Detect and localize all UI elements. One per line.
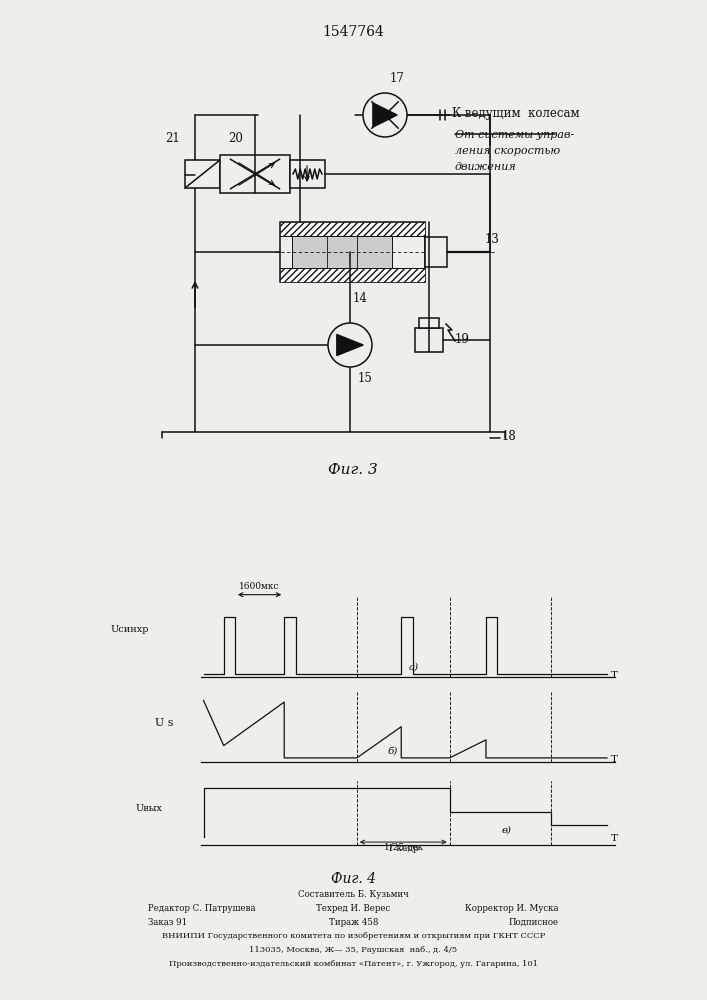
Text: Заказ 91: Заказ 91 [148, 918, 188, 927]
Bar [419, 318, 439, 328]
Text: К ведущим  колесам: К ведущим колесам [452, 106, 580, 119]
Bar [425, 237, 447, 267]
Text: T: T [611, 834, 618, 843]
Y-axis label: U s: U s [156, 718, 174, 728]
Bar [290, 160, 325, 188]
Text: Производственно-издательский комбинат «Патент», г. Ужгород, ул. Гагарина, 101: Производственно-издательский комбинат «П… [169, 960, 538, 968]
Text: Составитель Б. Кузьмич: Составитель Б. Кузьмич [298, 890, 409, 899]
Bar [280, 222, 425, 282]
Text: Фиг. 4: Фиг. 4 [331, 872, 376, 886]
Text: 21: 21 [165, 132, 180, 145]
Bar [280, 222, 425, 236]
Text: 1547764: 1547764 [322, 25, 384, 39]
Circle shape [328, 323, 372, 367]
Bar [292, 236, 392, 268]
Text: 19: 19 [455, 333, 470, 346]
Text: движения: движения [455, 162, 517, 172]
Text: б): б) [388, 746, 398, 755]
Bar [415, 328, 443, 352]
Text: 113035, Москва, Ж— 35, Раушская  наб., д. 4/5: 113035, Москва, Ж— 35, Раушская наб., д.… [250, 946, 457, 954]
Text: 1600мкс: 1600мкс [240, 582, 280, 591]
Text: 14: 14 [352, 292, 367, 305]
Text: Редактор С. Патрушева: Редактор С. Патрушева [148, 904, 256, 913]
Text: 20: 20 [228, 132, 243, 145]
Text: 15: 15 [358, 372, 373, 385]
Bar [185, 160, 220, 188]
Text: Техред И. Верес: Техред И. Верес [316, 904, 391, 913]
Text: 18: 18 [502, 430, 517, 442]
Polygon shape [373, 103, 397, 127]
Text: ВНИИПИ Государственного комитета по изобретениям и открытиям при ГКНТ СССР: ВНИИПИ Государственного комитета по изоб… [162, 932, 545, 940]
Text: а): а) [408, 663, 419, 672]
Text: T: T [611, 755, 618, 764]
Polygon shape [337, 334, 363, 356]
Text: Тираж 458: Тираж 458 [329, 918, 378, 927]
Text: 1/25 сек: 1/25 сек [384, 842, 423, 851]
Circle shape [363, 93, 407, 137]
Text: Корректор И. Муска: Корректор И. Муска [465, 904, 559, 913]
Y-axis label: Uвых: Uвых [136, 804, 163, 813]
Text: Фиг. 3: Фиг. 3 [328, 463, 378, 477]
Text: в): в) [501, 826, 511, 835]
Text: 1 кадр: 1 кадр [388, 844, 419, 853]
Bar [220, 155, 290, 193]
Bar [280, 268, 425, 282]
Text: От системы управ-: От системы управ- [455, 130, 574, 140]
Text: T: T [611, 671, 618, 680]
Text: 13: 13 [485, 233, 500, 246]
Text: ления скоростью: ления скоростью [455, 146, 560, 156]
Text: Подписное: Подписное [508, 918, 559, 927]
Text: 17: 17 [390, 72, 405, 85]
Y-axis label: Uсинхр: Uсинхр [110, 625, 148, 634]
